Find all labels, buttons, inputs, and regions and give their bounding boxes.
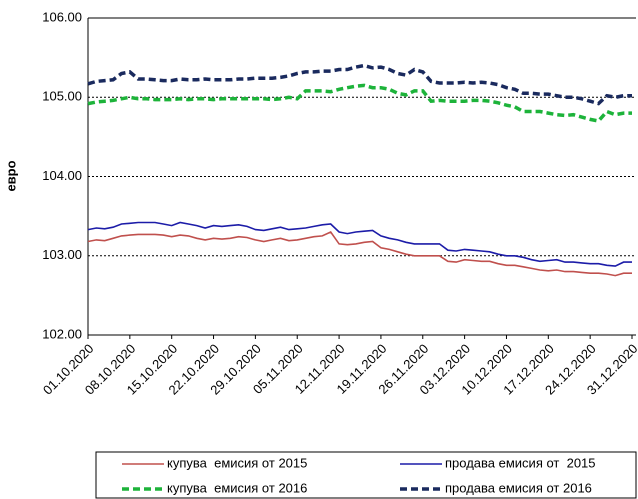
legend-label: продава емисия от 2016 [445,480,592,495]
series-line [87,221,632,267]
legend-box [95,451,637,499]
y-tick-label: 103.00 [42,247,82,262]
legend-label: купува емисия от 2015 [167,455,307,470]
y-tick-label: 102.00 [42,326,82,341]
y-tick-label: 104.00 [42,168,82,183]
series-line [87,230,632,277]
y-axis-label: евро [3,160,18,191]
legend-label: купува емисия от 2016 [167,480,307,495]
series-line [87,63,632,106]
series-line [87,83,632,123]
legend-label: продава емисия от 2015 [445,455,596,470]
y-tick-label: 105.00 [42,89,82,104]
y-tick-label: 106.00 [42,9,82,24]
